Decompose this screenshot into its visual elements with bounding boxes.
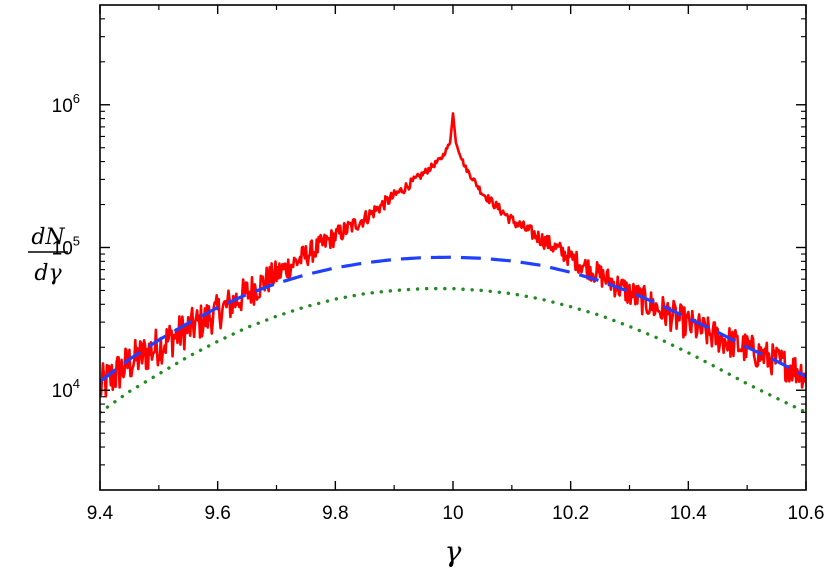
y-axis-label: dN dγ — [28, 225, 68, 286]
y-label-numerator: dN — [31, 225, 65, 250]
x-tick-label: 10.4 — [670, 503, 707, 524]
series-layer — [100, 112, 806, 415]
y-tick-label: 106 — [52, 91, 80, 117]
y-label-denominator: dγ — [34, 261, 62, 286]
y-tick-label: 105 — [52, 234, 80, 260]
x-tick-label: 9.6 — [204, 503, 230, 524]
x-tick-label: 10.2 — [552, 503, 589, 524]
series-line-solid-red — [100, 112, 806, 398]
y-tick-label: 104 — [52, 376, 80, 402]
x-axis-label: γ — [445, 535, 462, 568]
series-line-dashed-blue — [100, 255, 806, 383]
series-line-dotted-green — [100, 286, 806, 415]
x-tick-label: 9.8 — [322, 503, 348, 524]
x-tick-label: 10.6 — [788, 503, 825, 524]
x-tick-label: 9.4 — [87, 503, 114, 524]
tick-layer: 9.4 9.6 9.8 10 10.2 10.4 10.6 104 105 106 — [52, 5, 825, 524]
x-tick-label: 10 — [442, 503, 463, 524]
plot-frame — [99, 4, 807, 491]
